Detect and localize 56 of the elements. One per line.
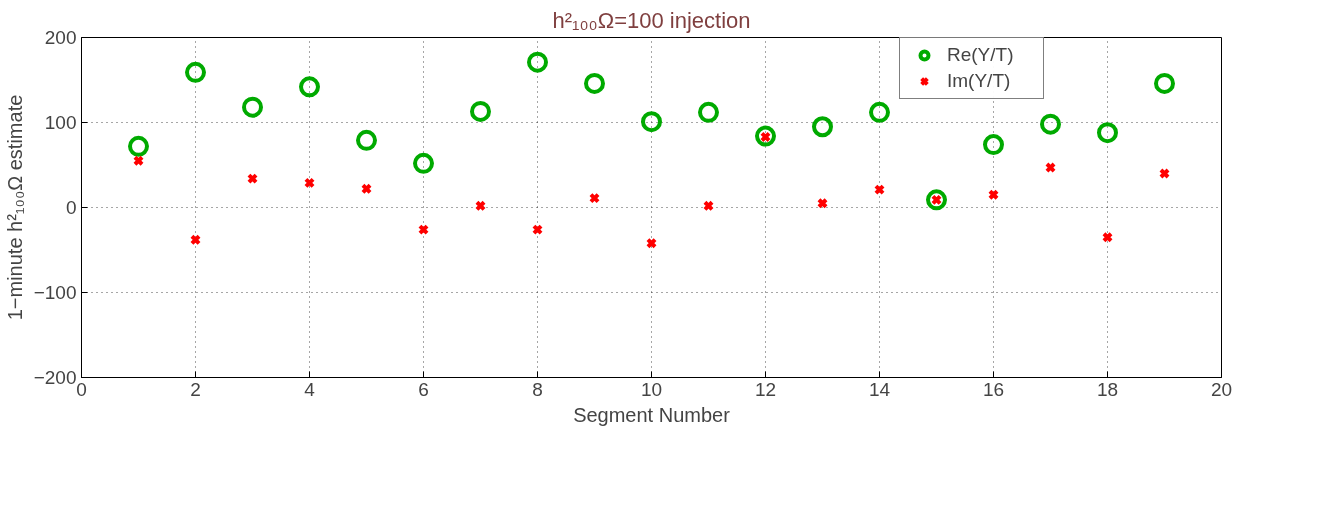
- x-tick-label: 8: [532, 378, 543, 400]
- point: [645, 237, 658, 249]
- point: [413, 152, 434, 174]
- point: [755, 125, 776, 147]
- point: [641, 111, 662, 133]
- point: [360, 183, 373, 195]
- point: [1097, 122, 1118, 144]
- point: [299, 76, 320, 98]
- point: [1158, 167, 1171, 180]
- x-tick-label: 20: [1210, 378, 1233, 400]
- point: [189, 234, 202, 246]
- chart-title: h²₁₀₀Ω=100 injection: [552, 7, 751, 33]
- point: [698, 101, 719, 123]
- point: [470, 100, 491, 122]
- x-tick-label: 10: [640, 378, 663, 400]
- x-axis-title: Segment Number: [573, 403, 731, 426]
- point: [185, 61, 206, 83]
- point: [527, 51, 548, 73]
- point: [356, 129, 377, 151]
- x-tick-label: 18: [1096, 378, 1119, 400]
- point: [242, 96, 263, 118]
- x-tick-label: 14: [868, 378, 891, 400]
- x-tick-label: 2: [190, 378, 201, 400]
- y-axis-title: 1−minute h²₁₀₀Ω estimate: [3, 94, 26, 321]
- point: [702, 200, 715, 212]
- y-tick-label: 0: [65, 197, 77, 218]
- point: [1154, 72, 1175, 94]
- point: [132, 155, 145, 167]
- point: [303, 177, 316, 189]
- point: [816, 197, 829, 209]
- point: [474, 200, 487, 212]
- point: [812, 116, 833, 138]
- point: [1040, 113, 1061, 135]
- point: [588, 192, 601, 204]
- point: [417, 224, 430, 236]
- point: [584, 72, 605, 94]
- point: [873, 184, 886, 196]
- point: [1044, 162, 1057, 174]
- x-tick-label: 12: [754, 378, 777, 400]
- point: [987, 189, 1000, 201]
- x-tick-label: 6: [418, 378, 429, 400]
- x-tick-label: 16: [982, 378, 1005, 400]
- point: [1101, 231, 1114, 243]
- y-tick-label: 100: [44, 112, 77, 133]
- legend-label: Im(Y/T): [947, 70, 1012, 92]
- point: [128, 135, 149, 157]
- x-tick-label: 4: [304, 378, 316, 400]
- point: [869, 101, 890, 123]
- point: [531, 224, 544, 236]
- point: [926, 189, 947, 211]
- point: [983, 134, 1004, 156]
- point: [246, 173, 259, 185]
- y-tick-label: −200: [33, 367, 77, 388]
- legend-label: Re(Y/T): [947, 44, 1015, 66]
- y-tick-label: 200: [44, 27, 77, 48]
- y-tick-label: −100: [33, 282, 77, 303]
